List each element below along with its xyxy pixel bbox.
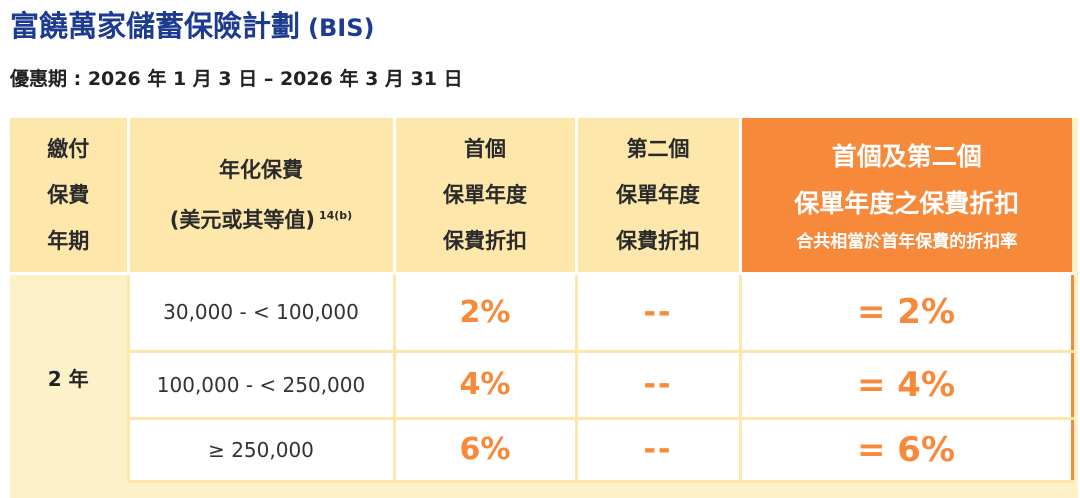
premium-range: 100,000 - < 250,000 [128,351,396,420]
table-row: 100,000 - < 250,000 4% -- = 4% [10,351,1074,420]
header-premium-line-2-wrap: (美元或其等值) 14(b) [130,193,393,243]
discount-table: 繳付 保費 年期 年化保費 (美元或其等值) 14(b) 首個 保單年度 保費折扣… [10,118,1074,483]
header-second-year: 第二個 保單年度 保費折扣 [576,118,742,275]
first-year-discount: 4% [394,351,578,420]
header-second-line-3: 保費折扣 [616,228,700,253]
header-first-line-1: 首個 [464,136,506,161]
header-combined: 首個及第二個 保單年度之保費折扣 合共相當於首年保費的折扣率 [740,118,1072,275]
second-year-discount: -- [576,418,742,483]
first-year-discount: 2% [394,273,578,353]
first-year-discount: 6% [394,418,578,483]
footnote-ref: 14(b) [318,208,353,222]
header-second-line-2: 保單年度 [616,182,700,207]
premium-range: 30,000 - < 100,000 [128,273,396,353]
plan-code: (BIS) [308,14,375,42]
header-first-line-3: 保費折扣 [443,228,527,253]
second-year-discount: -- [576,351,742,420]
table-row: 2 年 30,000 - < 100,000 2% -- = 2% [10,273,1074,481]
term-value: 2 年 [10,273,130,481]
header-combined-line-1: 首個及第二個 [831,141,982,171]
header-combined-line-3: 合共相當於首年保費的折扣率 [796,231,1018,252]
combined-discount: = 4% [738,351,1074,420]
table-header-row: 繳付 保費 年期 年化保費 (美元或其等值) 14(b) 首個 保單年度 保費折扣… [10,118,1072,275]
page-title: 富饒萬家儲蓄保險計劃 (BIS) [10,6,374,46]
plan-name: 富饒萬家儲蓄保險計劃 [10,9,301,43]
header-premium: 年化保費 (美元或其等值) 14(b) [128,118,396,275]
table-row: ≥ 250,000 6% -- = 6% [10,418,1074,483]
header-second-line-1: 第二個 [626,136,690,161]
second-year-discount: -- [576,273,742,353]
offer-period: 優惠期 : 2026 年 1 月 3 日 – 2026 年 3 月 31 日 [10,68,463,90]
discount-table-container: 繳付 保費 年期 年化保費 (美元或其等值) 14(b) 首個 保單年度 保費折扣… [10,118,1078,498]
header-term: 繳付 保費 年期 [10,118,130,275]
header-first-line-2: 保單年度 [443,182,527,207]
premium-range: ≥ 250,000 [128,418,396,483]
header-premium-line-1: 年化保費 [219,157,303,182]
header-first-year: 首個 保單年度 保費折扣 [394,118,578,275]
header-term-line-1: 繳付 [47,136,90,161]
header-term-line-3: 年期 [47,228,90,253]
combined-discount: = 6% [738,418,1074,483]
combined-discount: = 2% [738,273,1074,353]
header-term-line-2: 保費 [47,182,90,207]
header-premium-line-2: (美元或其等值) [169,207,315,232]
header-combined-line-2: 保單年度之保費折扣 [794,188,1020,218]
